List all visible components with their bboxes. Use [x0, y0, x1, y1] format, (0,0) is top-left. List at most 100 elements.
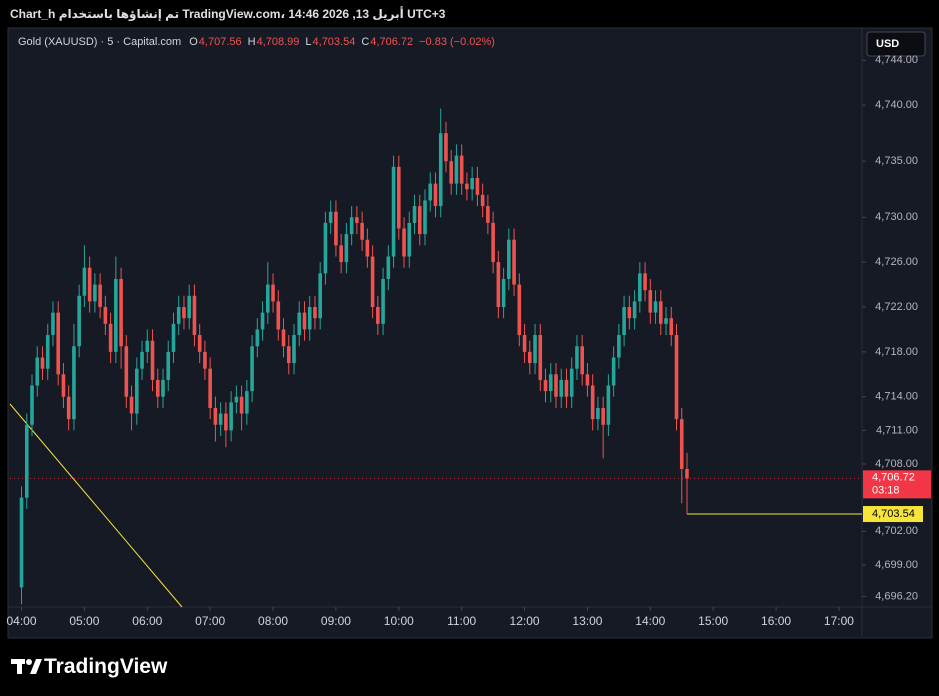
symbol-title: Gold (XAUUSD) · 5 · Capital.com [18, 36, 181, 48]
currency-label[interactable]: USD [876, 38, 899, 50]
candle-body [344, 234, 349, 263]
last-price-tag [863, 470, 931, 499]
candle-body [297, 312, 302, 336]
candle-body [559, 379, 564, 397]
candle-body [250, 346, 254, 392]
candle-body [260, 312, 265, 330]
x-tick-label: 07:00 [195, 614, 225, 628]
countdown-label: 03:18 [872, 484, 900, 496]
candle-body [575, 346, 579, 369]
candle-body [234, 396, 239, 403]
x-tick-label: 16:00 [761, 614, 791, 628]
y-tick-label: 4,735.00 [875, 155, 918, 167]
candle-body [360, 222, 364, 240]
candle-body [72, 346, 76, 420]
low-price-tag [863, 506, 923, 523]
candle-body [82, 267, 87, 296]
candle-body [103, 307, 108, 324]
x-tick-label: 14:00 [635, 614, 665, 628]
y-tick-label: 4,718.00 [875, 346, 918, 358]
legend-value: 4,706.72 [370, 36, 413, 48]
candle-body [596, 407, 600, 420]
candle-body [192, 295, 197, 336]
candle-body [417, 206, 422, 235]
candle-body [56, 312, 61, 375]
candle-body [658, 301, 663, 324]
chart: Gold (XAUUSD) · 5 · Capital.com O 4,707.5… [7, 27, 933, 639]
candle-body [517, 284, 522, 336]
candle-body [580, 346, 584, 375]
candle-body [224, 413, 228, 431]
candle-body [292, 335, 296, 364]
y-tick-label: 4,722.00 [875, 301, 918, 313]
candle-body [396, 166, 401, 229]
candle-body [533, 335, 537, 364]
candle-body [155, 379, 160, 397]
candle-body [548, 374, 553, 392]
y-tick-label: 4,702.00 [875, 525, 918, 537]
legend-key: O [189, 36, 198, 48]
candle-body [197, 335, 202, 352]
y-tick-label: 4,714.00 [875, 391, 918, 403]
x-tick-label: 04:00 [7, 614, 37, 628]
candle-body [286, 346, 291, 364]
x-tick-label: 06:00 [132, 614, 162, 628]
candle-body [674, 335, 679, 420]
candle-body [119, 278, 123, 347]
candle-body [349, 217, 354, 235]
candle-body [208, 368, 212, 408]
candle-body [512, 239, 516, 285]
y-tick-label: 4,711.00 [876, 424, 918, 436]
candle-body [648, 290, 653, 313]
candle-body [129, 396, 134, 414]
candle-body [470, 178, 474, 190]
candle-body [507, 239, 511, 279]
brand-icon [11, 659, 42, 674]
currency-button[interactable] [866, 31, 926, 57]
candle-body [24, 424, 29, 498]
candle-body [438, 133, 443, 207]
candle-body [643, 273, 647, 291]
y-tick-label: 4,740.00 [875, 99, 918, 111]
legend-key: C [361, 36, 369, 48]
candle-body [627, 307, 632, 319]
trend-line [9, 403, 183, 608]
candle-body [465, 183, 469, 190]
candle-body [632, 301, 637, 319]
candle-body [45, 335, 50, 369]
x-tick-label: 17:00 [824, 614, 854, 628]
candle-body [606, 385, 611, 425]
candle-body [391, 166, 396, 257]
y-tick-label: 4,708.00 [875, 458, 918, 470]
legend-key: H [248, 36, 256, 48]
y-tick-label: 4,730.00 [875, 211, 918, 223]
candle-body [302, 312, 307, 330]
candle-body [501, 278, 506, 308]
candle-body [433, 183, 438, 207]
candle-body [30, 385, 34, 425]
x-tick-label: 08:00 [258, 614, 288, 628]
candle-body [601, 407, 605, 425]
brand-text: TradingView [44, 655, 168, 678]
candle-body [339, 245, 343, 263]
candle-body [239, 396, 244, 414]
candle-body [459, 155, 464, 184]
candle-body [428, 183, 433, 201]
legend: Gold (XAUUSD) · 5 · Capital.com O 4,707.5… [18, 36, 495, 48]
candle-body [638, 273, 642, 302]
candle-body [166, 351, 171, 380]
candle-body [370, 256, 375, 308]
candle-body [564, 379, 569, 397]
candle-body [653, 301, 658, 313]
candle-body [449, 161, 453, 184]
candle-body [61, 374, 66, 397]
candle-body [407, 222, 412, 257]
candle-body [480, 194, 485, 207]
candle-body [307, 307, 312, 330]
caption: Chart_h تم إنشاؤها باستخدام TradingView.… [10, 7, 446, 21]
candle-body [229, 402, 233, 431]
candle-body [19, 497, 24, 588]
candle-body [77, 295, 81, 347]
candle-body [444, 133, 448, 162]
